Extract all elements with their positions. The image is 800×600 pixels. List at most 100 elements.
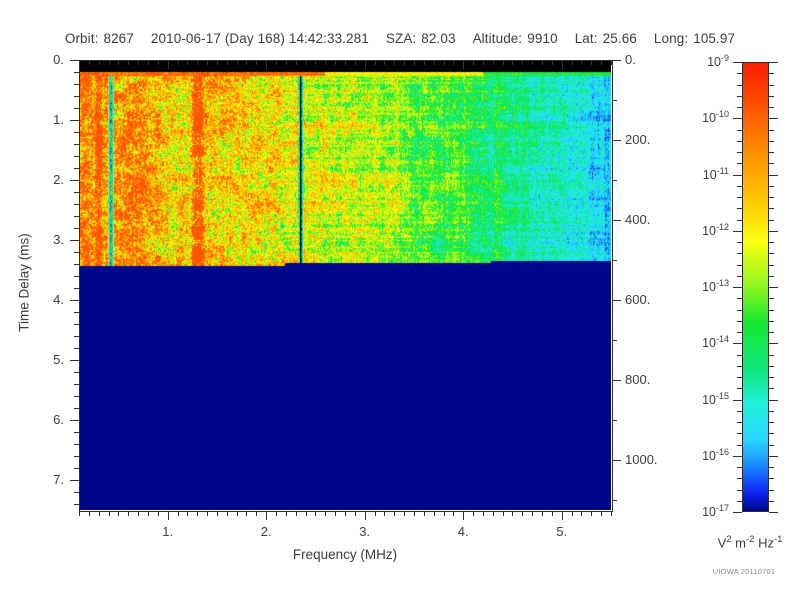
colorbar-minor-tick	[737, 445, 742, 446]
colorbar-minor-tick	[769, 478, 774, 479]
colorbar-minor-tick	[737, 163, 742, 164]
colorbar-major-tick	[733, 456, 742, 457]
y-axis-title-time-delay: Time Delay (ms)	[16, 233, 32, 332]
y-tick	[74, 324, 79, 325]
x-tick-top	[463, 60, 464, 69]
colorbar-minor-tick	[737, 298, 742, 299]
x-tick-top	[158, 60, 159, 65]
colorbar-major-tick	[733, 287, 742, 288]
x-tick	[453, 511, 454, 516]
x-tick-top	[424, 60, 425, 65]
colorbar-minor-tick	[769, 85, 774, 86]
lat-value: 25.66	[602, 31, 637, 46]
y2-tick	[612, 380, 621, 381]
x-tick	[444, 511, 445, 516]
x-tick	[552, 511, 553, 516]
colorbar-minor-tick	[737, 186, 742, 187]
x-tick	[178, 511, 179, 516]
x-tick	[414, 511, 415, 516]
colorbar-minor-tick	[737, 265, 742, 266]
colorbar-minor-tick	[737, 332, 742, 333]
y-tick	[74, 288, 79, 289]
y-tick	[74, 336, 79, 337]
x-tick	[266, 511, 267, 520]
x-tick-top	[483, 60, 484, 65]
colorbar-minor-tick	[769, 377, 774, 378]
x-tick-top	[522, 60, 523, 65]
x-tick	[158, 511, 159, 516]
x-tick-top	[552, 60, 553, 65]
orbit-value: 8267	[103, 31, 134, 46]
y2-tick	[612, 260, 617, 261]
colorbar-minor-tick	[737, 276, 742, 277]
y-tick	[70, 360, 79, 361]
x-tick-top	[89, 60, 90, 65]
x-tick-top	[187, 60, 188, 65]
y-tick	[74, 468, 79, 469]
x-tick-top	[562, 60, 563, 69]
x-tick	[217, 511, 218, 516]
x-tick	[276, 511, 277, 516]
x-tick-top	[109, 60, 110, 65]
y-tick	[74, 252, 79, 253]
x-tick-top	[217, 60, 218, 65]
y-tick	[74, 108, 79, 109]
datetime-value: 2010-06-17 (Day 168) 14:42:33.281	[150, 31, 369, 46]
x-tick-top	[168, 60, 169, 69]
y-tick	[74, 204, 79, 205]
x-tick-top	[542, 60, 543, 65]
x-tick-top	[453, 60, 454, 65]
x-tick-top	[444, 60, 445, 65]
y-tick	[74, 216, 79, 217]
colorbar-tick-label: 10-15	[702, 391, 729, 408]
x-tick	[256, 511, 257, 516]
colorbar-minor-tick	[769, 445, 774, 446]
x-tick-top	[434, 60, 435, 65]
y-tick-label: 6.	[53, 412, 64, 427]
colorbar-minor-tick	[737, 388, 742, 389]
y2-tick	[612, 300, 621, 301]
colorbar-minor-tick	[737, 253, 742, 254]
colorbar-minor-tick	[769, 433, 774, 434]
x-tick-label: 4.	[457, 524, 469, 539]
x-tick	[355, 511, 356, 516]
x-tick-top	[276, 60, 277, 65]
colorbar-minor-tick	[769, 73, 774, 74]
x-tick-top	[611, 60, 612, 65]
y2-tick	[612, 220, 621, 221]
y-tick	[74, 96, 79, 97]
colorbar-minor-tick	[769, 220, 774, 221]
y2-tick	[612, 140, 621, 141]
colorbar-minor-tick	[737, 107, 742, 108]
y-tick	[74, 432, 79, 433]
x-tick-top	[128, 60, 129, 65]
y-tick-label: 7.	[53, 472, 64, 487]
x-tick	[424, 511, 425, 516]
x-tick	[562, 511, 563, 520]
colorbar-major-tick	[733, 62, 742, 63]
y-tick	[74, 444, 79, 445]
colorbar-minor-tick	[737, 152, 742, 153]
y-tick-label: 5.	[53, 352, 64, 367]
x-tick	[483, 511, 484, 516]
colorbar-minor-tick	[769, 355, 774, 356]
x-tick-top	[365, 60, 366, 69]
colorbar-major-tick	[733, 118, 742, 119]
y-tick-label: 2.	[53, 172, 64, 187]
x-tick	[286, 511, 287, 516]
colorbar-minor-tick	[769, 141, 774, 142]
x-tick	[128, 511, 129, 516]
x-tick	[365, 511, 366, 520]
y-tick	[74, 168, 79, 169]
x-tick-top	[178, 60, 179, 65]
y2-tick-label: 400.	[625, 212, 651, 227]
x-tick-top	[335, 60, 336, 65]
colorbar-major-tick	[769, 512, 778, 513]
colorbar-minor-tick	[769, 276, 774, 277]
x-tick-label: 2.	[260, 524, 272, 539]
y-tick	[74, 492, 79, 493]
colorbar-minor-tick	[769, 265, 774, 266]
colorbar-major-tick	[769, 175, 778, 176]
colorbar-major-tick	[769, 287, 778, 288]
sza-value: 82.03	[421, 31, 456, 46]
